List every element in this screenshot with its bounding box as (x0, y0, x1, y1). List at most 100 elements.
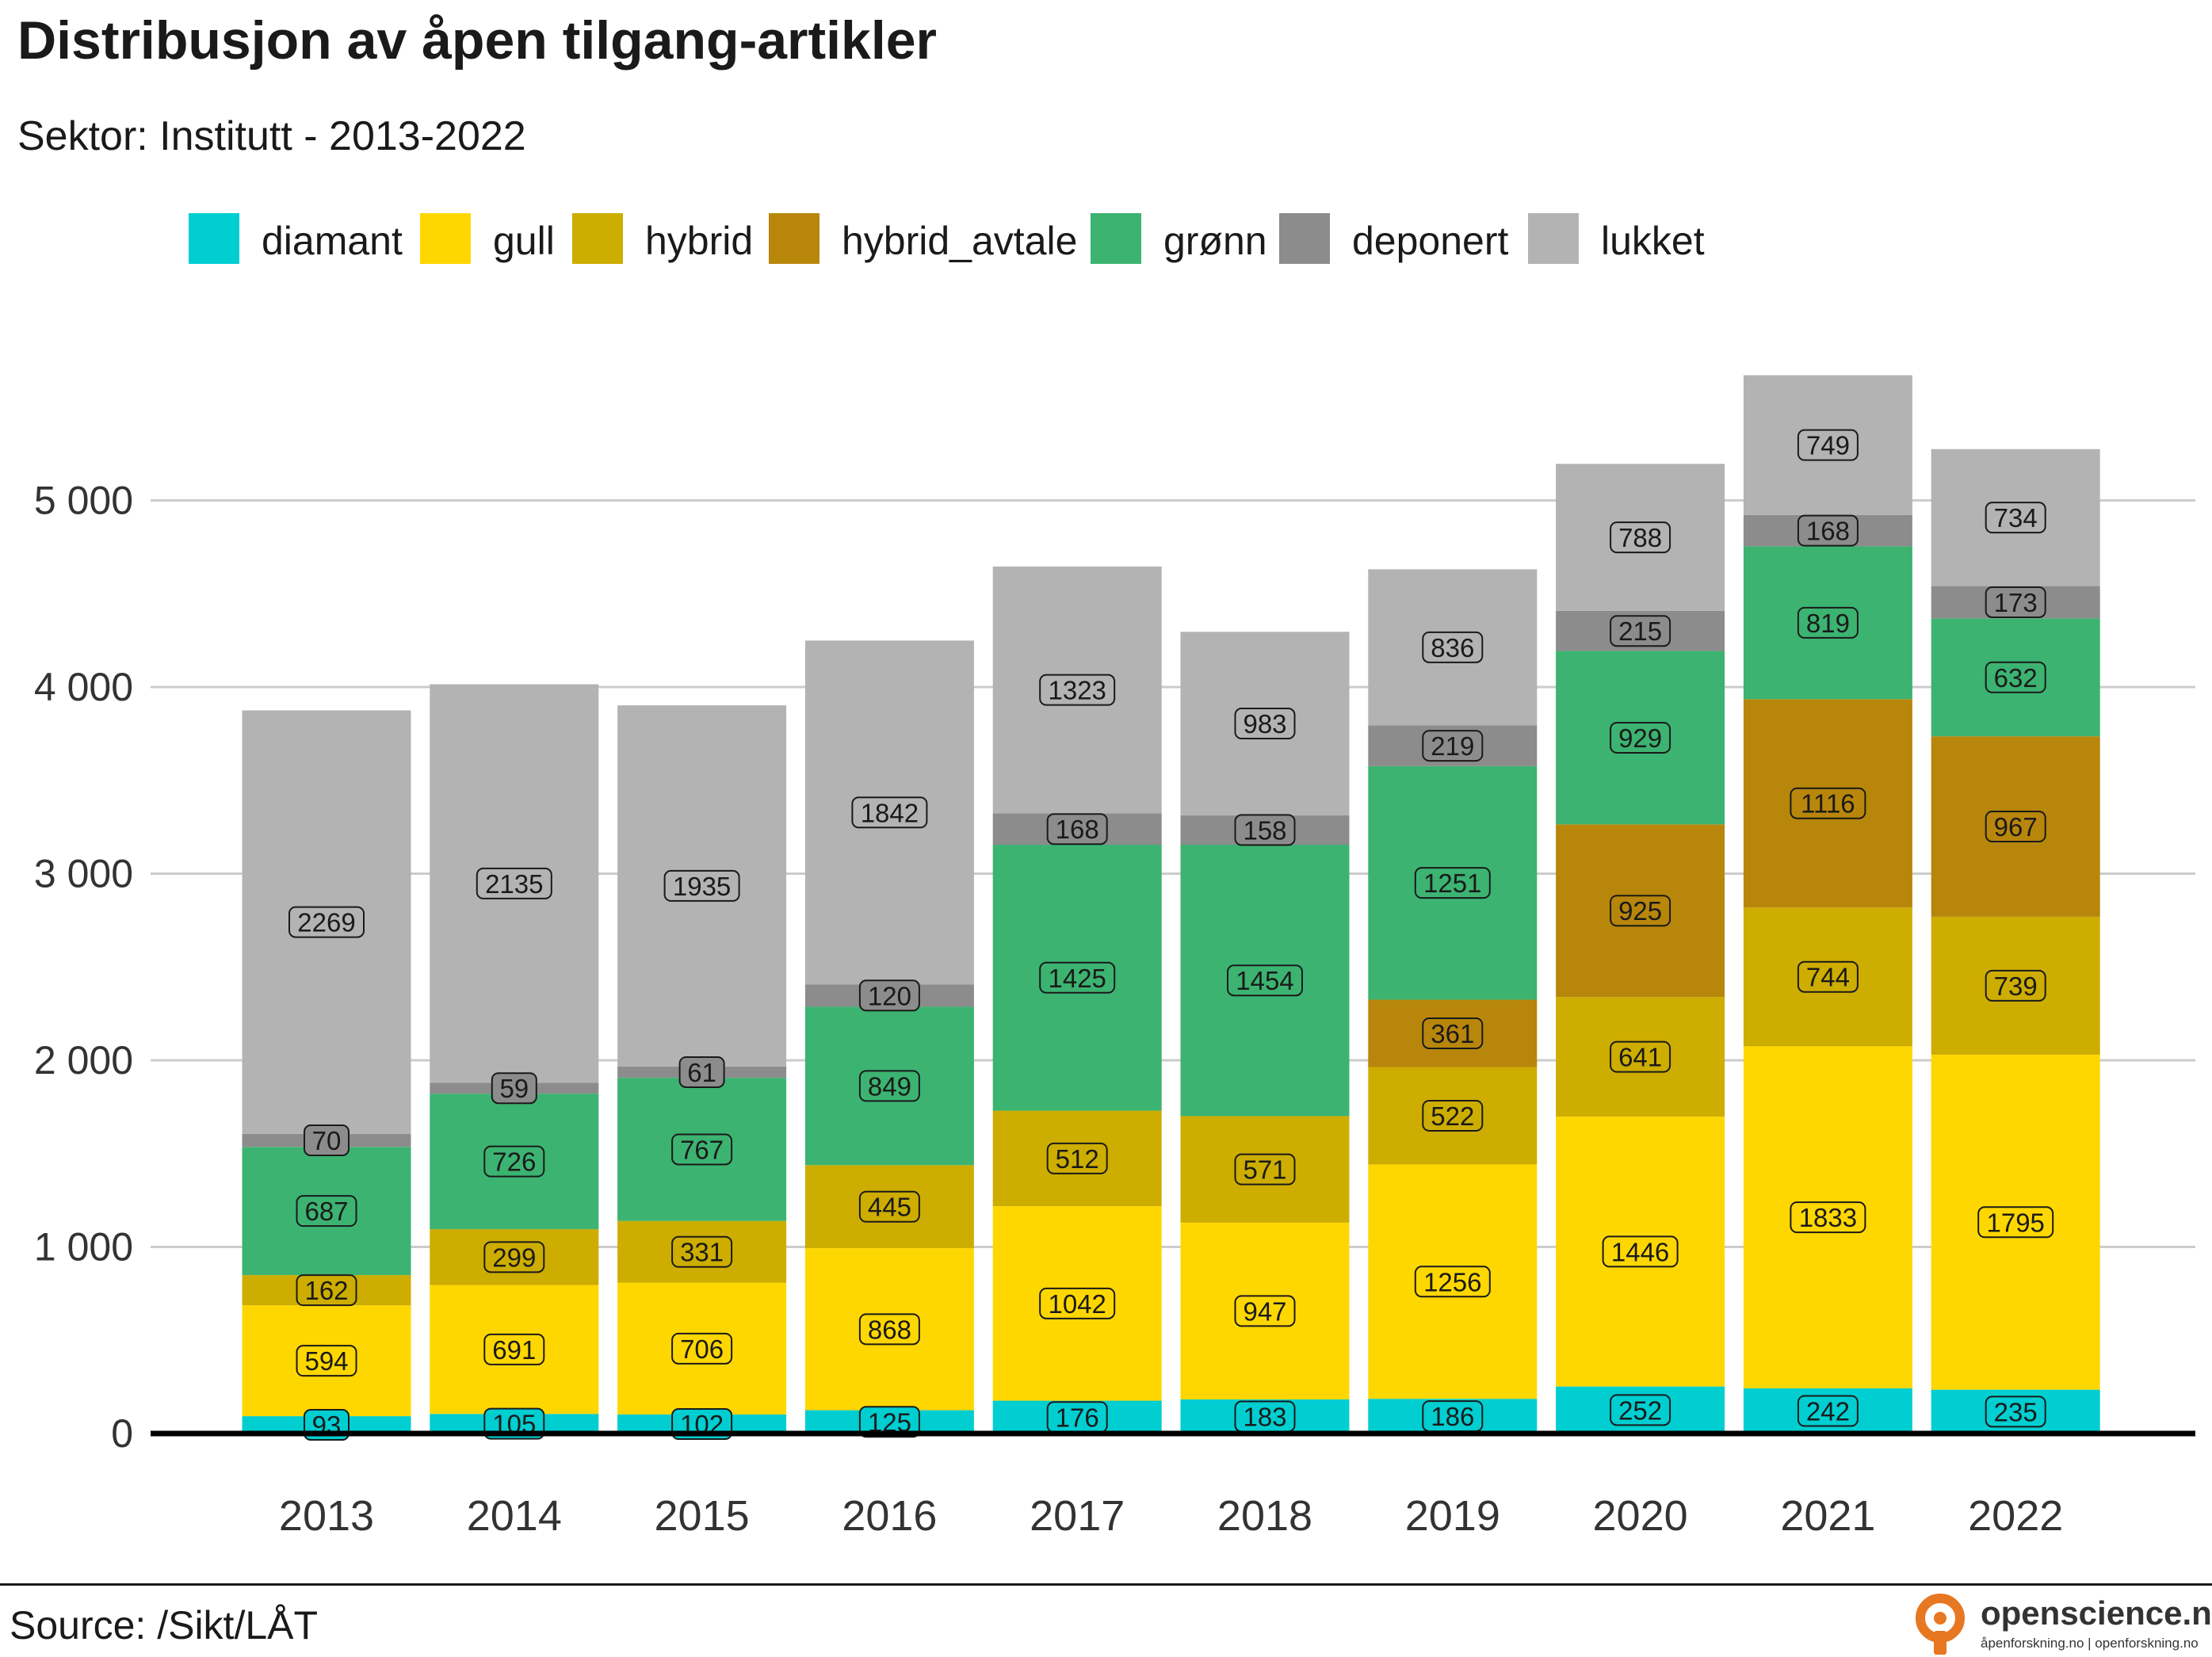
data-label: 849 (868, 1071, 911, 1101)
data-label-box (304, 1124, 350, 1157)
y-tick-label: 4 000 (34, 665, 133, 709)
x-tick-label: 2021 (1780, 1492, 1875, 1540)
x-tick-label: 2019 (1405, 1492, 1500, 1540)
data-label-box (1039, 1287, 1116, 1319)
data-label: 1935 (673, 872, 731, 901)
data-label: 641 (1618, 1043, 1662, 1072)
data-label: 299 (492, 1243, 536, 1272)
data-label: 594 (304, 1346, 348, 1376)
data-label: 868 (868, 1315, 911, 1344)
data-label-box (1985, 1395, 2046, 1428)
legend-label: deponert (1352, 219, 1509, 263)
data-label: 632 (1994, 663, 2038, 693)
legend-swatch (1279, 213, 1330, 264)
data-label-box (1985, 661, 2046, 693)
data-label-box (1227, 964, 1303, 997)
data-label: 734 (1994, 503, 2038, 533)
data-label-box (1414, 1266, 1491, 1298)
data-label-box (1797, 1395, 1859, 1427)
data-label: 522 (1431, 1101, 1474, 1131)
x-tick-label: 2017 (1030, 1492, 1125, 1540)
footer-divider (0, 1583, 2212, 1586)
data-label-box (1610, 1040, 1671, 1073)
logo-tagline: åpenforskning.no | openforskning.no (1981, 1636, 2199, 1651)
data-label-box (1797, 960, 1859, 993)
data-label: 1116 (1801, 789, 1855, 819)
data-label: 1454 (1236, 966, 1293, 995)
data-label: 512 (1056, 1144, 1099, 1174)
data-label-box (858, 1313, 920, 1346)
data-label: 983 (1243, 709, 1286, 739)
data-label-box (858, 1070, 920, 1102)
data-label: 158 (1243, 815, 1286, 845)
x-tick-label: 2022 (1968, 1492, 2063, 1540)
data-label-box (1790, 787, 1866, 819)
data-label-box (288, 906, 365, 938)
data-label: 1256 (1423, 1267, 1481, 1296)
data-label: 2269 (297, 908, 355, 937)
legend-label: grønn (1163, 219, 1267, 263)
data-label-box (1046, 1142, 1108, 1174)
data-label: 788 (1618, 523, 1662, 552)
data-label-box (1610, 1394, 1671, 1426)
data-label-box (1422, 730, 1484, 762)
data-label-box (1610, 895, 1671, 927)
x-tick-label: 2020 (1593, 1492, 1688, 1540)
x-tick-label: 2013 (279, 1492, 374, 1540)
data-label-box (858, 1406, 920, 1438)
data-label: 176 (1056, 1403, 1099, 1432)
legend-swatch (572, 213, 623, 264)
data-label: 1795 (1986, 1208, 2044, 1237)
legend-label: diamant (262, 219, 403, 263)
data-label-box (1985, 586, 2046, 618)
data-label: 925 (1618, 896, 1662, 926)
data-label: 168 (1056, 815, 1099, 844)
data-label: 1842 (861, 798, 919, 827)
y-tick-label: 2 000 (34, 1038, 133, 1082)
data-label-box (1422, 1017, 1484, 1049)
data-label: 739 (1994, 972, 2038, 1001)
data-label: 706 (680, 1334, 724, 1364)
data-label: 173 (1994, 588, 2038, 617)
data-label-box (671, 1332, 733, 1365)
data-label-box (858, 979, 920, 1012)
data-label-box (851, 796, 928, 829)
data-label: 59 (499, 1074, 529, 1103)
data-label: 1425 (1048, 964, 1106, 993)
data-label: 1042 (1048, 1289, 1106, 1319)
data-label-box (491, 1072, 537, 1105)
data-label: 744 (1806, 963, 1850, 992)
data-label-box (1797, 514, 1859, 547)
data-label-box (1046, 813, 1108, 846)
data-label: 120 (868, 981, 911, 1010)
legend-label: lukket (1601, 219, 1705, 263)
data-label: 361 (1431, 1019, 1474, 1048)
data-label-box (483, 1145, 545, 1178)
openscience-logo[interactable]: openscience.no åpenforskning.no | openfo… (1908, 1591, 2212, 1655)
data-label-box (1039, 961, 1116, 994)
y-tick-label: 5 000 (34, 479, 133, 523)
x-tick-label: 2014 (467, 1492, 562, 1540)
data-label: 819 (1806, 609, 1850, 638)
data-label: 767 (680, 1135, 724, 1164)
data-label: 967 (1994, 812, 2038, 842)
data-label: 1833 (1799, 1203, 1857, 1232)
data-label-box (678, 1056, 725, 1088)
data-label: 836 (1431, 633, 1474, 662)
data-label-box (671, 1133, 733, 1166)
data-label-box (1234, 1153, 1296, 1185)
legend-label: gull (493, 219, 555, 263)
data-label: 947 (1243, 1296, 1286, 1326)
data-label: 1446 (1611, 1237, 1669, 1266)
data-label: 331 (680, 1238, 724, 1267)
legend-swatch (1091, 213, 1141, 264)
data-label-box (663, 869, 740, 902)
data-label-box (1977, 1206, 2054, 1239)
data-label-box (1234, 708, 1296, 740)
data-label: 186 (1431, 1402, 1474, 1431)
legend-label: hybrid (645, 219, 754, 263)
data-label: 219 (1431, 731, 1474, 761)
data-label-box (296, 1345, 357, 1377)
data-label-box (1610, 521, 1671, 554)
data-label-box (1610, 721, 1671, 754)
